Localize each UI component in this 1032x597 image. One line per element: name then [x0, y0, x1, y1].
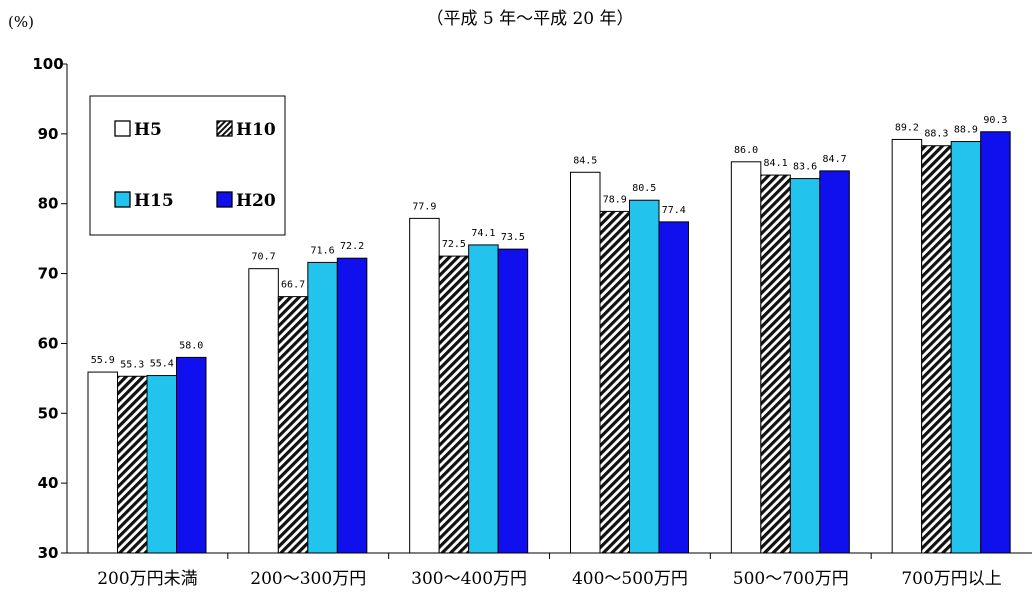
- bar-h15: [950, 141, 982, 554]
- data-label-h5: 84.5: [573, 155, 597, 166]
- bar-h10: [438, 255, 470, 554]
- data-label-h15: 71.6: [311, 245, 335, 256]
- data-label-h20: 84.7: [823, 154, 847, 165]
- legend-box: [89, 95, 286, 236]
- data-label-h10: 66.7: [281, 280, 305, 291]
- legend-swatch-h15: [114, 191, 131, 208]
- data-label-h5: 70.7: [252, 252, 276, 263]
- unit-label: (%): [8, 13, 34, 31]
- bar-h5: [891, 138, 923, 554]
- legend-label-h5: H5: [134, 120, 162, 140]
- bar-h5: [730, 161, 762, 554]
- y-tick-label: 90: [38, 125, 59, 143]
- bar-h10: [117, 375, 148, 554]
- x-tick-label: 500～700万円: [733, 569, 849, 589]
- x-tick-label: 200万円未満: [97, 569, 197, 589]
- data-label-h20: 58.0: [179, 340, 203, 351]
- bar-h10: [921, 145, 952, 554]
- chart-subtitle: （平成 5 年～平成 20 年）: [426, 9, 633, 29]
- bar-h5: [570, 171, 601, 554]
- legend-swatch-h10: [216, 120, 233, 137]
- data-label-h10: 72.5: [442, 239, 466, 250]
- y-tick-label: 50: [38, 404, 59, 422]
- bars: [87, 131, 1011, 554]
- bar-h15: [789, 178, 821, 554]
- data-label-h10: 84.1: [764, 158, 788, 169]
- legend-item-h15: H15: [114, 191, 174, 211]
- data-label-h5: 86.0: [734, 145, 758, 156]
- data-label-h10: 78.9: [603, 194, 627, 205]
- bar-h20: [819, 170, 850, 554]
- plot-area: 30 40 50 60 70 80 90 100 200万円未満 200～300万円 300～40…: [32, 55, 1032, 589]
- x-tick-label: 700万円以上: [901, 569, 1001, 589]
- legend-label-h15: H15: [134, 191, 174, 211]
- bar-h20: [497, 248, 529, 554]
- legend: H5 H10 H15 H20: [89, 95, 286, 236]
- legend-item-h10: H10: [216, 120, 276, 140]
- data-label-h20: 90.3: [983, 115, 1007, 126]
- y-tick-label: 40: [38, 474, 59, 492]
- bar-h20: [980, 131, 1011, 554]
- x-tick-label: 400～500万円: [572, 569, 688, 589]
- data-label-h15: 55.4: [150, 359, 174, 370]
- legend-item-h20: H20: [216, 191, 276, 211]
- bar-h15: [468, 244, 499, 554]
- data-label-h10: 88.3: [924, 129, 948, 140]
- data-label-h5: 55.9: [91, 355, 115, 366]
- legend-label-h10: H10: [236, 120, 276, 140]
- data-label-h5: 89.2: [895, 122, 919, 133]
- y-tick-label: 70: [38, 265, 59, 283]
- y-axis-ticks: 30 40 50 60 70 80 90 100: [32, 55, 67, 562]
- y-tick-label: 100: [32, 55, 63, 73]
- bar-h20: [176, 356, 207, 554]
- legend-swatch-h5: [114, 120, 131, 137]
- data-label-h20: 77.4: [662, 205, 686, 216]
- x-tick-label: 300～400万円: [411, 569, 527, 589]
- bar-h5: [409, 217, 440, 554]
- x-axis-ticks: 200万円未満 200～300万円 300～400万円 400～500万円 500～70…: [97, 553, 1002, 589]
- data-label-h15: 88.9: [954, 125, 978, 136]
- bar-h15: [629, 199, 660, 554]
- data-labels: 55.9 55.3 55.4 58.0 70.7 66.7 71.6 72.2 77.9 72.5…: [91, 115, 1008, 370]
- data-label-h15: 83.6: [793, 162, 817, 173]
- legend-item-h5: H5: [114, 120, 162, 140]
- y-tick-label: 80: [38, 195, 59, 213]
- bar-h15: [307, 261, 338, 554]
- bar-h15: [146, 375, 177, 554]
- bar-h20: [336, 257, 368, 554]
- bar-h10: [277, 296, 309, 554]
- bar-h10: [599, 210, 630, 554]
- data-label-h5: 77.9: [412, 201, 436, 212]
- bar-h5: [87, 371, 118, 554]
- bar-h5: [248, 268, 279, 554]
- data-label-h20: 72.2: [340, 241, 364, 252]
- legend-label-h20: H20: [236, 191, 276, 211]
- legend-swatch-h20: [216, 191, 233, 208]
- data-label-h15: 74.1: [471, 228, 495, 239]
- data-label-h10: 55.3: [120, 359, 144, 370]
- x-tick-label: 200～300万円: [250, 569, 366, 589]
- y-tick-label: 60: [38, 334, 59, 352]
- data-label-h15: 80.5: [632, 183, 656, 194]
- bar-h20: [658, 221, 689, 554]
- y-tick-label: 30: [38, 544, 59, 562]
- data-label-h20: 73.5: [501, 232, 525, 243]
- bar-h10: [760, 174, 791, 554]
